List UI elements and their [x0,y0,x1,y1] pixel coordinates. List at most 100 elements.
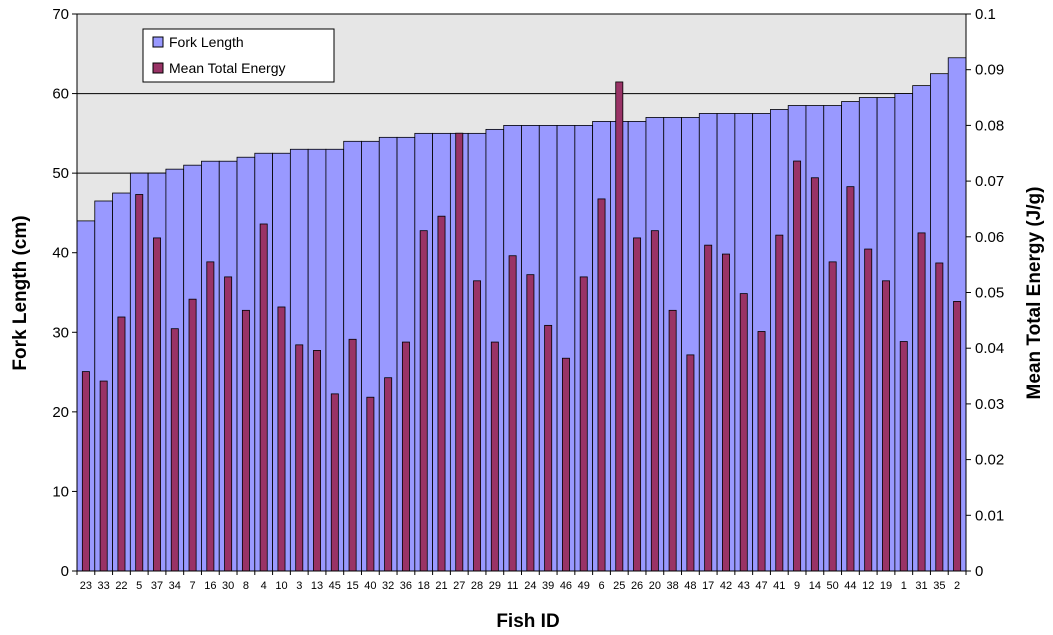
bar-mean-total-energy-17 [704,244,713,572]
bar-mean-total-energy-36 [401,341,410,572]
x-tick-label: 29 [489,580,501,592]
right-axis-ticks: 0 0.01 0.02 0.03 0.04 0.05 0.06 0.07 0.08 0.09 0.1 [966,6,1004,580]
x-tick-label: 22 [115,580,127,592]
x-tick-label: 46 [560,580,572,592]
bar-mean-total-energy-10 [277,306,286,572]
x-tick-label: 19 [880,580,892,592]
x-tick-label: 8 [243,580,249,592]
bar-mean-total-energy-41 [775,234,784,572]
y-tick-label: 70 [52,6,69,23]
bar-mean-total-energy-43 [739,293,748,572]
x-tick-label: 43 [738,580,750,592]
bar-mean-total-energy-48 [686,354,695,572]
legend-label-fork-length: Fork Length [169,34,244,50]
x-tick-label: 48 [684,580,696,592]
x-tick-label: 30 [222,580,234,592]
x-tick-label: 27 [453,580,465,592]
bar-mean-total-energy-23 [81,371,90,572]
bar-mean-total-energy-13 [313,350,321,572]
bar-mean-total-energy-31 [917,232,926,572]
x-tick-label: 2 [954,580,960,592]
x-tick-label: 25 [613,580,625,592]
bar-mean-total-energy-20 [650,230,659,572]
bar-mean-total-energy-4 [259,223,268,572]
x-tick-label: 18 [418,580,430,592]
x-tick-label: 16 [204,580,216,592]
x-tick-label: 32 [382,580,394,592]
y2-axis-title: Mean Total Energy (J/g) [1024,187,1045,400]
y2-tick-label: 0.03 [975,396,1004,413]
y-tick-label: 40 [52,245,69,262]
x-tick-label: 26 [631,580,643,592]
x-tick-label: 20 [649,580,661,592]
x-tick-label: 50 [827,580,839,592]
x-tick-label: 9 [794,580,800,592]
x-tick-label: 33 [98,580,110,592]
x-tick-label: 13 [311,580,323,592]
bar-mean-total-energy-6 [597,198,606,572]
x-tick-label: 3 [296,580,302,592]
bar-mean-total-energy-11 [508,255,517,572]
legend-swatch-mean-total-energy [152,62,164,74]
x-axis-ticks: 23 33 22 5 37 34 7 16 30 8 4 10 3 13 45 15 40 32 36 18 21 27 2… [76,571,967,592]
bar-mean-total-energy-15 [348,338,357,572]
bar-mean-total-energy-44 [846,186,855,572]
bar-mean-total-energy-25 [615,81,624,572]
x-tick-label: 17 [702,580,714,592]
y-tick-label: 30 [52,324,69,341]
x-tick-label: 39 [542,580,554,592]
bar-mean-total-energy-42 [722,253,730,572]
bar-mean-total-energy-16 [206,261,215,572]
bar-mean-total-energy-9 [793,160,802,572]
bar-mean-total-energy-35 [935,262,944,572]
x-tick-label: 21 [435,580,447,592]
x-tick-label: 49 [578,580,590,592]
bar-mean-total-energy-37 [153,237,161,572]
legend-swatch-fork-length [152,36,164,48]
x-tick-label: 38 [667,580,679,592]
bar-mean-total-energy-40 [366,396,375,572]
bar-mean-total-energy-7 [188,298,197,572]
legend-label-mean-total-energy: Mean Total Energy [169,60,285,76]
bar-mean-total-energy-46 [561,357,570,572]
y2-tick-label: 0.08 [975,117,1004,134]
bar-mean-total-energy-26 [633,237,642,572]
x-tick-label: 45 [329,580,341,592]
bar-mean-total-energy-5 [135,194,144,572]
bar-mean-total-energy-47 [757,331,766,572]
left-axis-ticks: 0 10 20 30 40 50 60 70 [52,6,77,580]
x-tick-label: 14 [809,580,821,592]
x-tick-label: 10 [275,580,287,592]
x-tick-label: 35 [933,580,945,592]
x-tick-label: 15 [346,580,358,592]
x-tick-label: 7 [190,580,196,592]
y2-tick-label: 0.02 [975,452,1004,469]
y-tick-label: 10 [52,483,69,500]
bar-mean-total-energy-34 [170,328,179,572]
y-tick-label: 50 [52,165,69,182]
bar-mean-total-energy-50 [828,261,837,572]
bar-mean-total-energy-27 [455,132,464,572]
bar-mean-total-energy-18 [419,230,428,572]
bar-mean-total-energy-38 [668,309,677,572]
bar-mean-total-energy-24 [526,274,535,572]
y2-tick-label: 0.06 [975,229,1004,246]
y2-tick-label: 0.05 [975,285,1004,302]
legend-box [142,28,335,83]
x-tick-label: 12 [862,580,874,592]
bar-mean-total-energy-8 [241,309,250,572]
legend: Fork Length Mean Total Energy [142,28,335,83]
bar-mean-total-energy-39 [544,324,553,572]
x-axis-title: Fish ID [496,611,559,632]
bar-mean-total-energy-3 [295,344,304,572]
x-tick-label: 37 [151,580,163,592]
x-tick-label: 34 [169,580,181,592]
y-tick-label: 20 [52,404,69,421]
x-tick-label: 28 [471,580,483,592]
x-tick-label: 41 [773,580,785,592]
y2-tick-label: 0.04 [975,340,1004,357]
bar-mean-total-energy-28 [473,280,482,572]
y-axis-title: Fork Length (cm) [10,215,31,370]
